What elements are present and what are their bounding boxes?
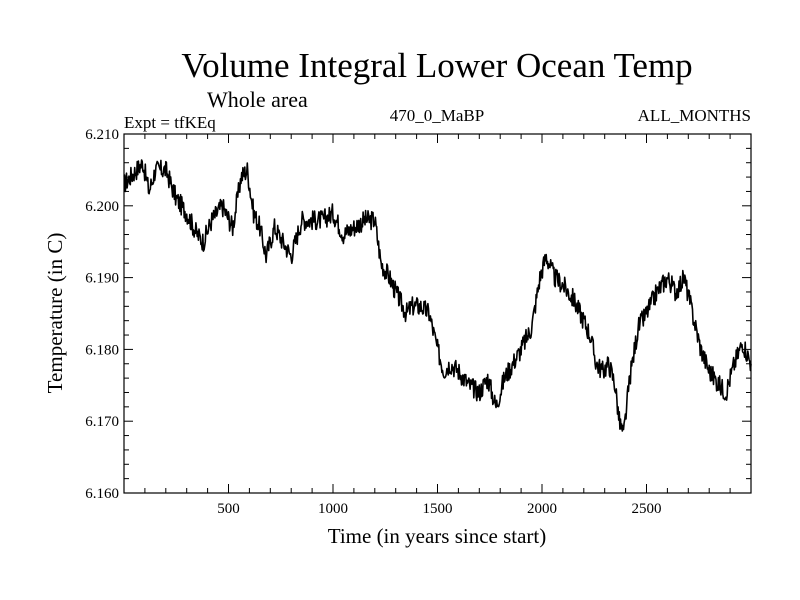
y-axis-ticks: 6.160 6.170 6.180 6.190 6.200 6.210 xyxy=(85,127,751,502)
y-tick-label: 6.160 xyxy=(85,486,119,502)
period-label: ALL_MONTHS xyxy=(638,106,751,125)
y-tick-label: 6.210 xyxy=(85,127,119,143)
series-line xyxy=(123,159,752,432)
x-tick-label: 2000 xyxy=(527,501,557,517)
x-axis-ticks: 500 1000 1500 2000 2500 xyxy=(144,134,731,517)
x-tick-label: 1000 xyxy=(318,501,348,517)
run-id-label: 470_0_MaBP xyxy=(390,106,484,125)
experiment-label: Expt = tfKEq xyxy=(124,113,216,132)
y-tick-label: 6.190 xyxy=(85,271,119,287)
y-axis-label: Temperature (in C) xyxy=(43,233,67,394)
chart-subtitle: Whole area xyxy=(207,87,308,112)
y-tick-label: 6.180 xyxy=(85,342,119,358)
x-axis-label: Time (in years since start) xyxy=(328,524,547,548)
plot-frame xyxy=(123,133,752,494)
x-tick-label: 500 xyxy=(217,501,240,517)
y-tick-label: 6.200 xyxy=(85,199,119,215)
series-layer xyxy=(123,159,752,432)
chart-title: Volume Integral Lower Ocean Temp xyxy=(181,46,692,85)
x-tick-label: 2500 xyxy=(632,501,662,517)
y-tick-label: 6.170 xyxy=(85,414,119,430)
x-tick-label: 1500 xyxy=(423,501,453,517)
